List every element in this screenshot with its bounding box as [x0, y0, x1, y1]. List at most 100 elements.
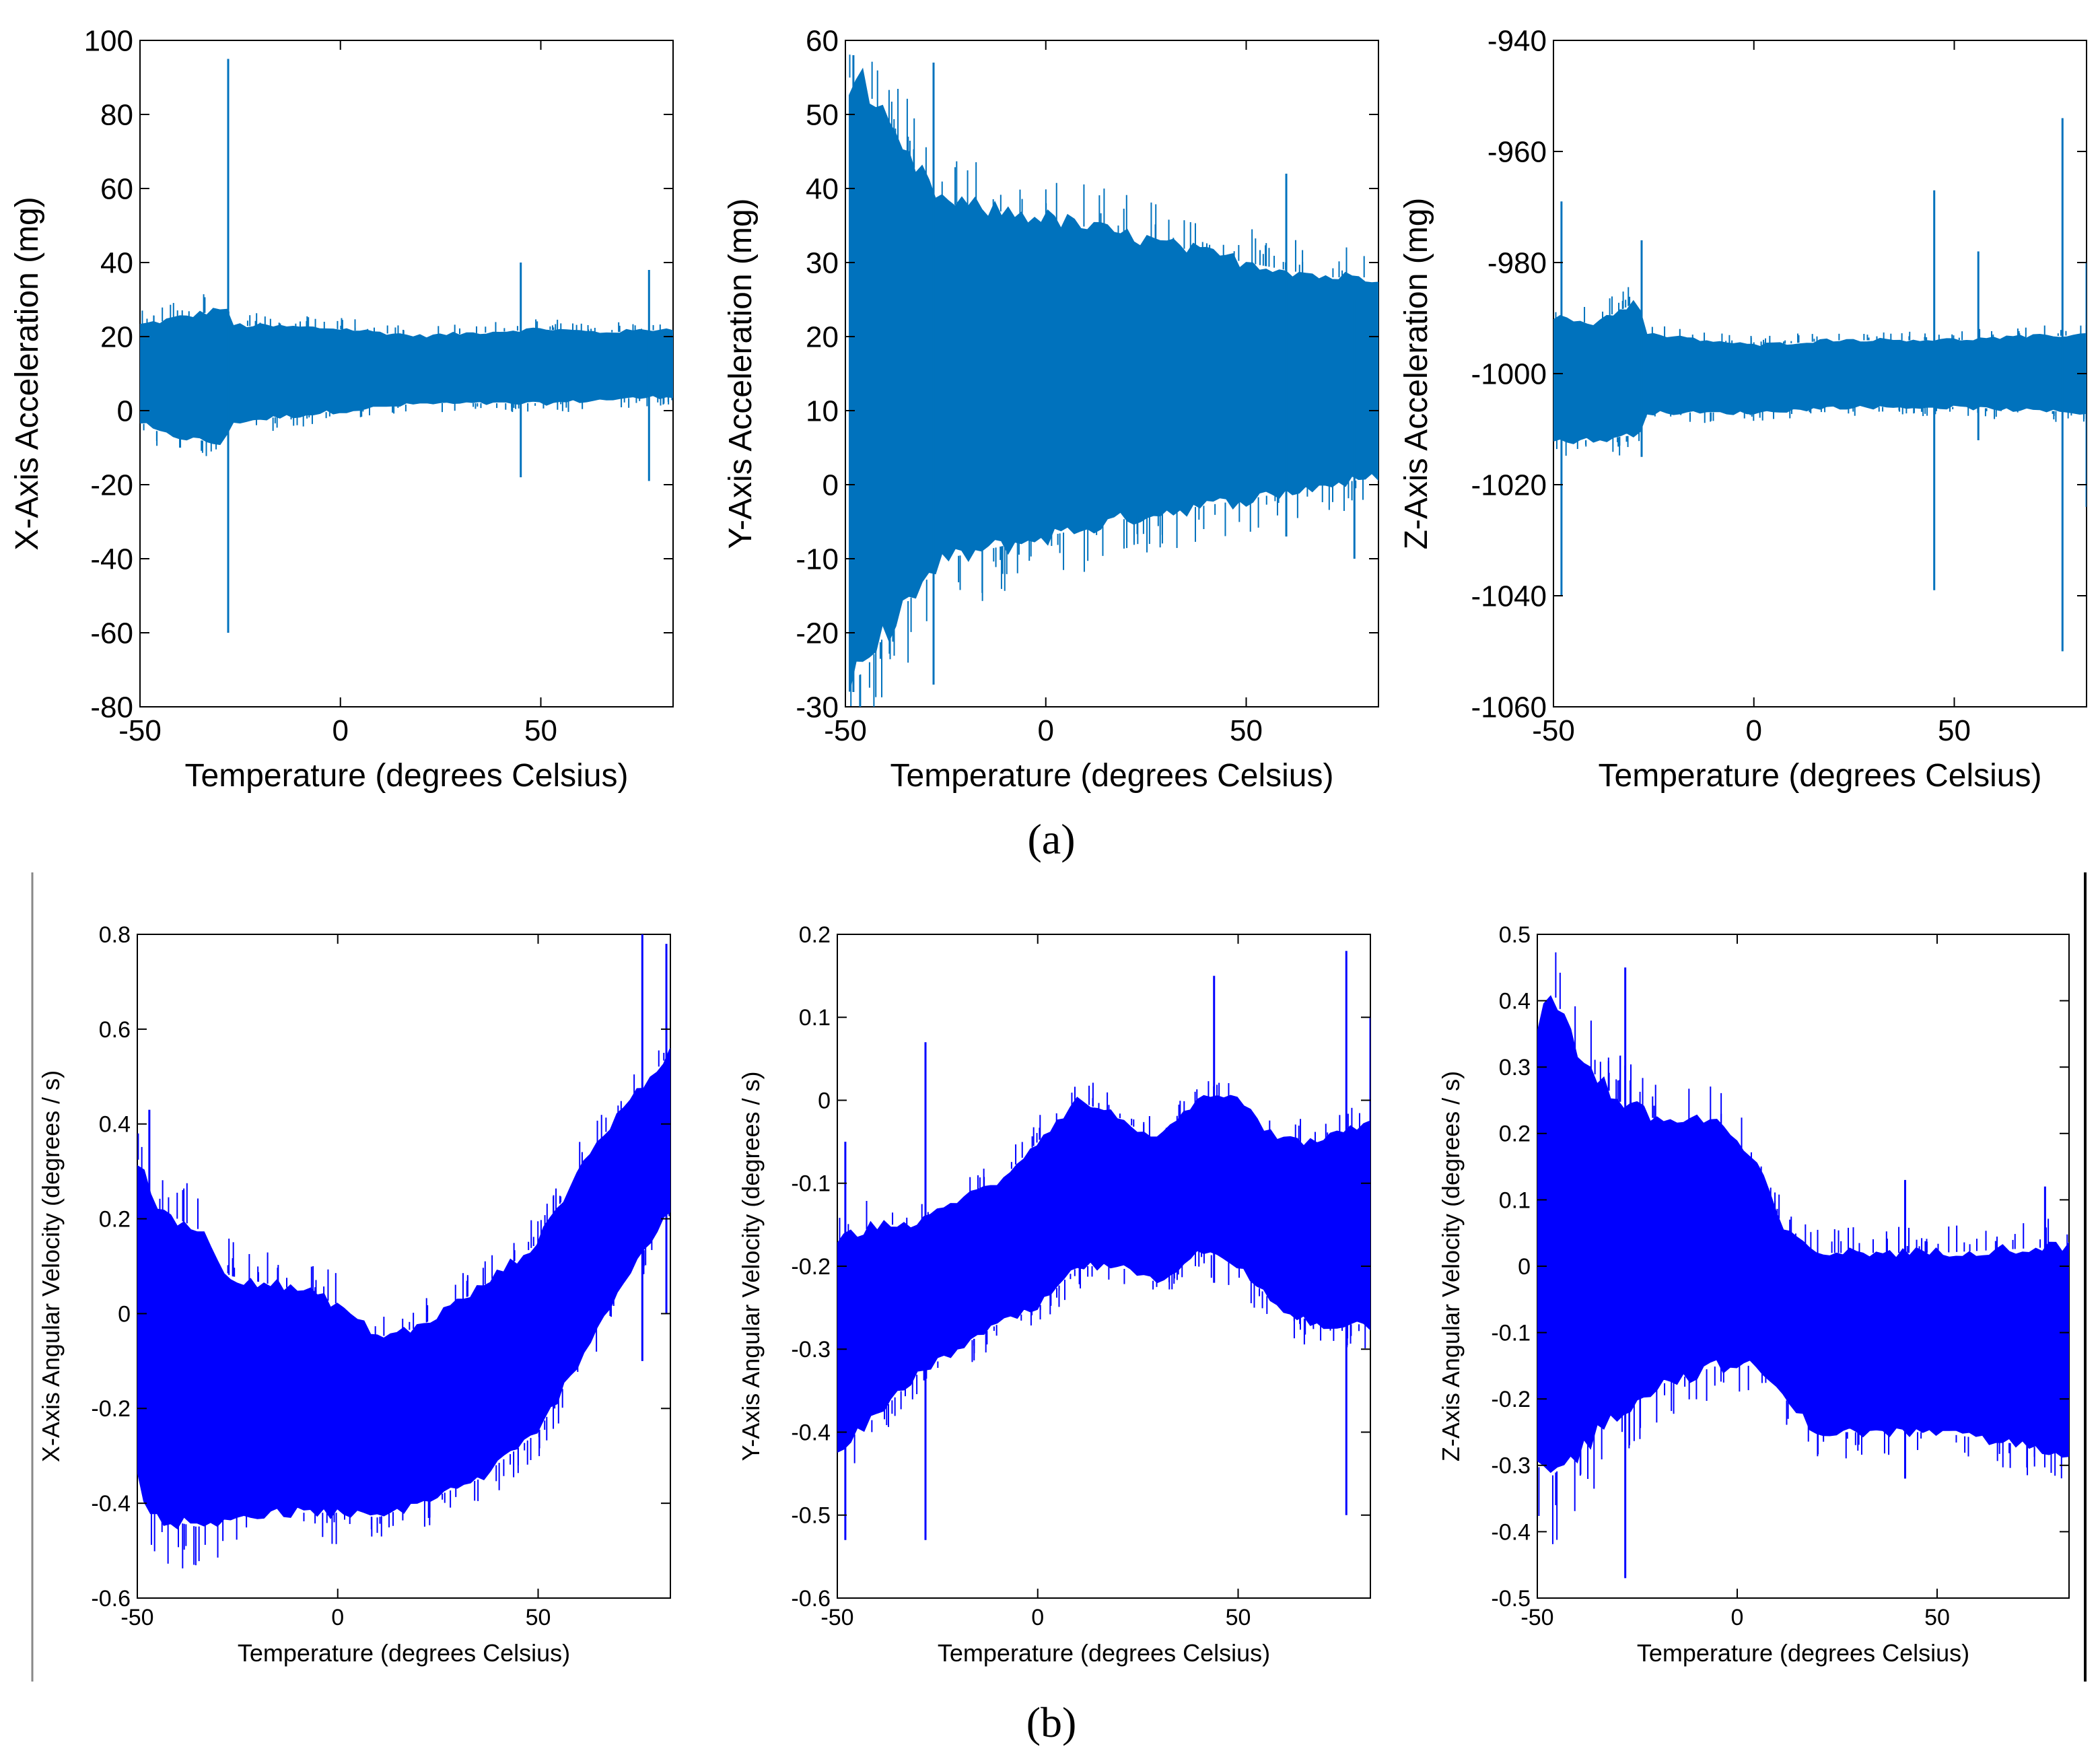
- y-tick-label: 60: [100, 172, 133, 205]
- y-axis-label: X-Axis Acceleration (mg): [9, 197, 45, 551]
- data-band: [1553, 300, 2087, 444]
- x-tick-label: 50: [1226, 1605, 1251, 1630]
- y-tick-label: -0.3: [791, 1337, 831, 1362]
- y-tick-label: 0: [117, 394, 133, 427]
- y-tick-label: 80: [100, 98, 133, 131]
- y-tick-label: -40: [90, 543, 133, 576]
- y-tick-label: -940: [1488, 24, 1547, 57]
- series-y-gyro: [837, 950, 1370, 1540]
- x-tick-label: 50: [1230, 714, 1263, 747]
- y-tick-label: 0.2: [99, 1206, 131, 1232]
- y-tick-label: -10: [796, 543, 839, 576]
- x-tick-label: -50: [1532, 714, 1575, 747]
- y-tick-label: 20: [806, 320, 839, 353]
- chart-y-gyro: -50 0 50 -0.6 -0.5 -0.4 -0.3 -0.2 -0.1 0 0.1 0.2 Tem…: [737, 922, 1371, 1667]
- y-tick-label: -0.1: [1491, 1321, 1531, 1346]
- y-tick-label: 0.1: [1499, 1187, 1531, 1213]
- y-tick-label: 20: [100, 320, 133, 353]
- charts-group: -50 0 50-80-60-40-20020406080100Temperatur…: [9, 24, 2087, 1667]
- y-tick-label: -0.4: [91, 1491, 131, 1517]
- series-z-accel: [1553, 118, 2087, 652]
- x-tick-label: -50: [118, 714, 162, 747]
- x-axis-label: Temperature (degrees Celsius): [1637, 1639, 1969, 1667]
- y-tick-label: 10: [806, 394, 839, 427]
- x-tick-label: -50: [824, 714, 867, 747]
- y-tick-label: -1060: [1471, 691, 1547, 724]
- panel-label-b: (b): [1026, 1698, 1077, 1746]
- data-band: [137, 1047, 670, 1529]
- y-tick-label: -960: [1488, 135, 1547, 168]
- x-axis-label: Temperature (degrees Celsius): [890, 758, 1334, 794]
- y-tick-label: -0.5: [791, 1503, 831, 1529]
- y-tick-label: -0.2: [1491, 1387, 1531, 1412]
- y-tick-label: -1020: [1471, 469, 1547, 502]
- chart-z-gyro: -50 0 50 -0.5 -0.4 -0.3 -0.2 -0.1 0 0.1 0.2 0.3 0.4 0…: [1437, 922, 2070, 1667]
- x-tick-label: 0: [1038, 714, 1054, 747]
- y-tick-label: 0: [818, 1088, 831, 1113]
- x-axis-label: Temperature (degrees Celsius): [938, 1639, 1270, 1667]
- y-tick-label: -0.5: [1491, 1586, 1531, 1612]
- y-tick-label: -20: [90, 469, 133, 502]
- chart-z-accel: -50 0 50 -1060 -1040 -1020 -1000 -980 -960 -940 Te…: [1399, 24, 2087, 794]
- x-tick-label: 0: [1031, 1605, 1044, 1630]
- y-tick-label: -1040: [1471, 580, 1547, 613]
- x-tick-label: 0: [1731, 1605, 1744, 1630]
- x-tick-label: 50: [1938, 714, 1971, 747]
- y-tick-label: -980: [1488, 246, 1547, 279]
- y-tick-label: 0.3: [1499, 1055, 1531, 1080]
- y-tick-label: 0.6: [99, 1017, 131, 1043]
- y-tick-label: 50: [806, 98, 839, 131]
- x-tick-label: -50: [820, 1605, 853, 1630]
- y-axis-label: Z-Axis Angular Velocity (degrees / s): [1437, 1071, 1465, 1461]
- y-tick-label: -0.4: [791, 1420, 831, 1445]
- y-tick-label: 0.8: [99, 922, 131, 948]
- y-tick-label: -30: [796, 691, 839, 724]
- y-tick-label: 0: [118, 1301, 131, 1327]
- data-band: [1537, 995, 2069, 1474]
- x-axis-label: Temperature (degrees Celsius): [185, 758, 629, 794]
- y-tick-label: -0.3: [1491, 1453, 1531, 1479]
- y-tick-label: 0.4: [1499, 989, 1531, 1014]
- y-axis-label: X-Axis Angular Velocity (degrees / s): [37, 1070, 65, 1462]
- y-tick-label: -0.6: [791, 1586, 831, 1612]
- data-band: [837, 1095, 1370, 1453]
- x-tick-label: 0: [332, 714, 349, 747]
- y-tick-label: 0.4: [99, 1112, 131, 1138]
- data-band: [849, 67, 1378, 692]
- y-tick-label: 0.2: [1499, 1121, 1531, 1147]
- y-tick-label: -0.2: [791, 1254, 831, 1280]
- series-x-accel: [140, 59, 673, 633]
- y-tick-label: 40: [806, 172, 839, 205]
- y-tick-label: -20: [796, 617, 839, 650]
- y-tick-label: 60: [806, 24, 839, 57]
- y-tick-label: -0.2: [91, 1396, 131, 1422]
- y-tick-label: -80: [90, 691, 133, 724]
- x-tick-label: 0: [1746, 714, 1762, 747]
- y-tick-label: 0.1: [799, 1005, 831, 1031]
- y-tick-label: -0.4: [1491, 1519, 1531, 1545]
- x-tick-label: 50: [526, 1605, 551, 1630]
- x-tick-label: -50: [1520, 1605, 1553, 1630]
- x-tick-label: 0: [331, 1605, 344, 1630]
- y-axis-label: Y-Axis Acceleration (mg): [723, 198, 759, 549]
- y-axis-label: Z-Axis Acceleration (mg): [1399, 198, 1434, 550]
- y-tick-label: 0.5: [1499, 922, 1531, 948]
- y-axis-label: Y-Axis Angular Velocity (degrees / s): [737, 1072, 765, 1461]
- panel-label-a: (a): [1027, 815, 1075, 863]
- y-tick-label: -0.6: [91, 1586, 131, 1612]
- y-tick-label: 100: [84, 24, 133, 57]
- y-tick-label: 0: [1518, 1254, 1531, 1280]
- y-tick-label: 0: [823, 469, 839, 502]
- chart-x-gyro: -50 0 50 -0.6 -0.4 -0.2 0 0.2 0.4 0.6 0.8 Temperatu…: [37, 922, 671, 1667]
- x-tick-label: -50: [120, 1605, 153, 1630]
- chart-y-accel: -50 0 50 -30 -20 -10 0 10 20 30 40 50 60 Temperature …: [723, 24, 1379, 794]
- series-z-gyro: [1537, 952, 2069, 1579]
- y-tick-label: -60: [90, 617, 133, 650]
- x-axis-label: Temperature (degrees Celsius): [238, 1639, 570, 1667]
- x-tick-label: 50: [524, 714, 557, 747]
- data-band: [140, 308, 673, 446]
- y-tick-label: 30: [806, 246, 839, 279]
- series-x-gyro: [137, 934, 670, 1568]
- y-tick-label: 40: [100, 246, 133, 279]
